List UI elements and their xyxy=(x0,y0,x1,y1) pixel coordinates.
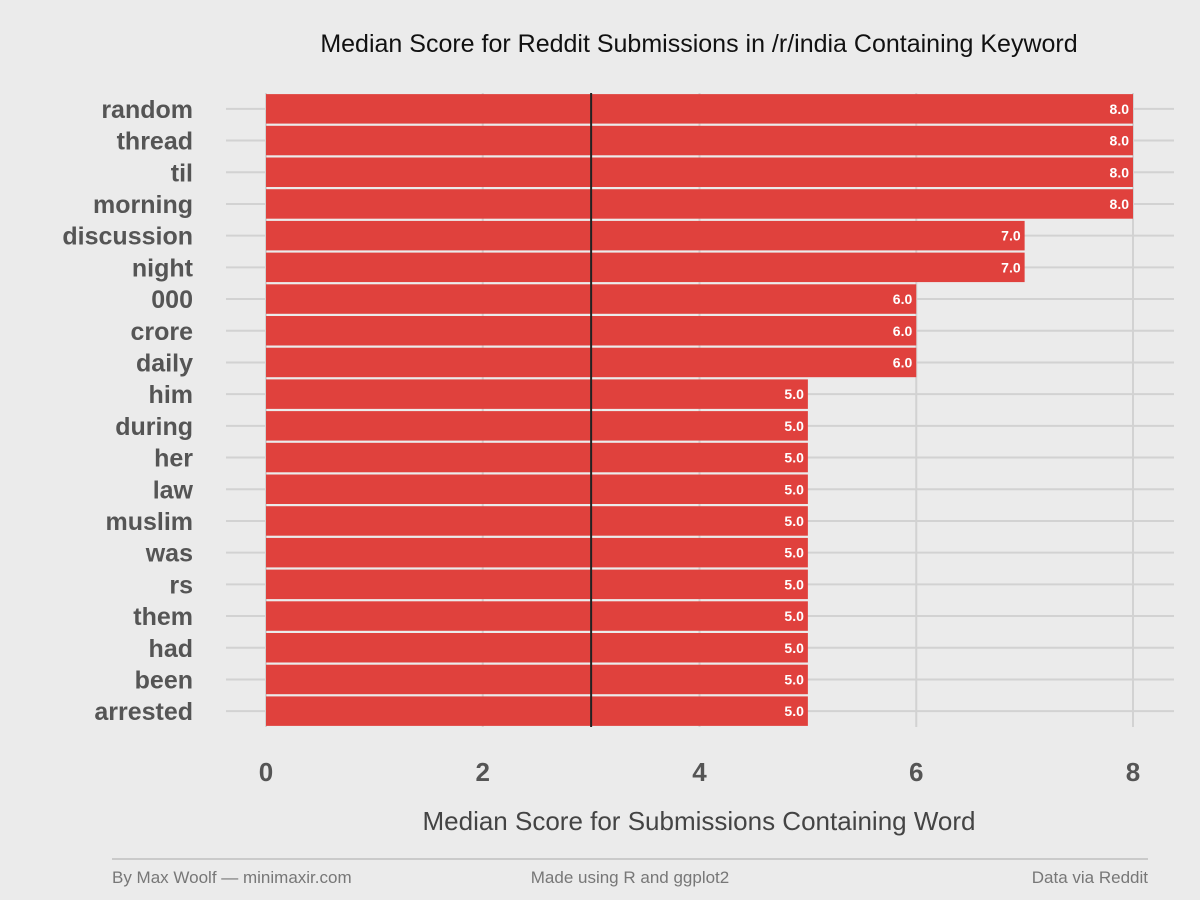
grid xyxy=(226,93,1174,727)
bar-during xyxy=(266,411,808,441)
bar-value-label: 7.0 xyxy=(1001,259,1021,275)
bar-value-label: 8.0 xyxy=(1110,164,1130,180)
bar-value-label: 6.0 xyxy=(893,291,913,307)
bar-value-label: 5.0 xyxy=(784,671,804,687)
x-tick-labels: 0 2 4 6 8 xyxy=(259,757,1140,787)
bar-law xyxy=(266,474,808,504)
bar-value-label: 5.0 xyxy=(784,545,804,561)
bar-was xyxy=(266,537,808,568)
y-tick-label: crore xyxy=(130,318,193,346)
bar-had xyxy=(266,633,808,663)
x-tick-label: 4 xyxy=(692,757,707,787)
bar-value-label: 5.0 xyxy=(784,640,804,656)
bar-value-label: 5.0 xyxy=(784,481,804,497)
bar-thread xyxy=(266,125,1133,156)
x-tick-label: 8 xyxy=(1126,757,1140,787)
bar-her xyxy=(266,442,808,473)
y-tick-label: arrested xyxy=(94,698,193,726)
y-tick-label: 000 xyxy=(151,286,193,314)
bar-morning xyxy=(266,189,1133,219)
footer-source: Data via Reddit xyxy=(1032,868,1149,887)
footer-tools: Made using R and ggplot2 xyxy=(531,868,729,887)
chart-title: Median Score for Reddit Submissions in /… xyxy=(320,30,1077,58)
y-tick-label: rs xyxy=(169,571,193,599)
bar-value-label: 5.0 xyxy=(784,450,804,466)
y-tick-labels: random thread til morning discussion night 000… xyxy=(62,96,193,726)
y-tick-label: had xyxy=(149,635,193,663)
bar-rs xyxy=(266,569,808,600)
bar-value-label: 7.0 xyxy=(1001,228,1021,244)
y-tick-label: during xyxy=(115,413,193,441)
y-tick-label: thread xyxy=(117,128,193,156)
y-tick-label: daily xyxy=(136,349,193,377)
footer-credit: By Max Woolf — minimaxir.com xyxy=(112,868,352,887)
y-tick-label: morning xyxy=(93,191,193,219)
y-tick-label: law xyxy=(153,476,194,504)
bar-value-label: 6.0 xyxy=(893,354,913,370)
bar-him xyxy=(266,379,808,409)
bar-value-label: 5.0 xyxy=(784,576,804,592)
bar-value-label: 6.0 xyxy=(893,323,913,339)
y-tick-label: til xyxy=(171,159,193,187)
bar-value-label: 5.0 xyxy=(784,386,804,402)
bar-til xyxy=(266,157,1133,187)
y-tick-label: night xyxy=(132,254,194,282)
y-tick-label: been xyxy=(135,666,193,694)
bar-discussion xyxy=(266,220,1025,251)
bar-been xyxy=(266,664,808,695)
bar-arrested xyxy=(266,696,808,726)
y-tick-label: her xyxy=(154,445,193,473)
bar-value-label: 8.0 xyxy=(1110,196,1130,212)
y-tick-label: him xyxy=(149,381,193,409)
x-tick-label: 0 xyxy=(259,757,273,787)
bar-night xyxy=(266,252,1025,283)
y-tick-label: was xyxy=(145,540,193,568)
x-tick-label: 2 xyxy=(476,757,490,787)
x-axis-title: Median Score for Submissions Containing … xyxy=(422,806,975,836)
bar-value-label: 5.0 xyxy=(784,608,804,624)
y-tick-label: muslim xyxy=(105,508,193,536)
y-tick-label: discussion xyxy=(62,223,193,251)
y-tick-label: them xyxy=(133,603,193,631)
x-tick-label: 6 xyxy=(909,757,923,787)
bar-value-label: 5.0 xyxy=(784,418,804,434)
bar-random xyxy=(266,94,1133,124)
bar-value-label: 8.0 xyxy=(1110,101,1130,117)
bar-them xyxy=(266,601,808,631)
bar-value-label: 8.0 xyxy=(1110,133,1130,149)
bar-value-label: 5.0 xyxy=(784,703,804,719)
y-tick-label: random xyxy=(101,96,193,124)
bar-muslim xyxy=(266,506,808,536)
data-labels: 8.0 8.0 8.0 8.0 7.0 7.0 6.0 6.0 6.0 5.0 5.0 5.0 5.0 5… xyxy=(784,101,1129,719)
bar-value-label: 5.0 xyxy=(784,513,804,529)
